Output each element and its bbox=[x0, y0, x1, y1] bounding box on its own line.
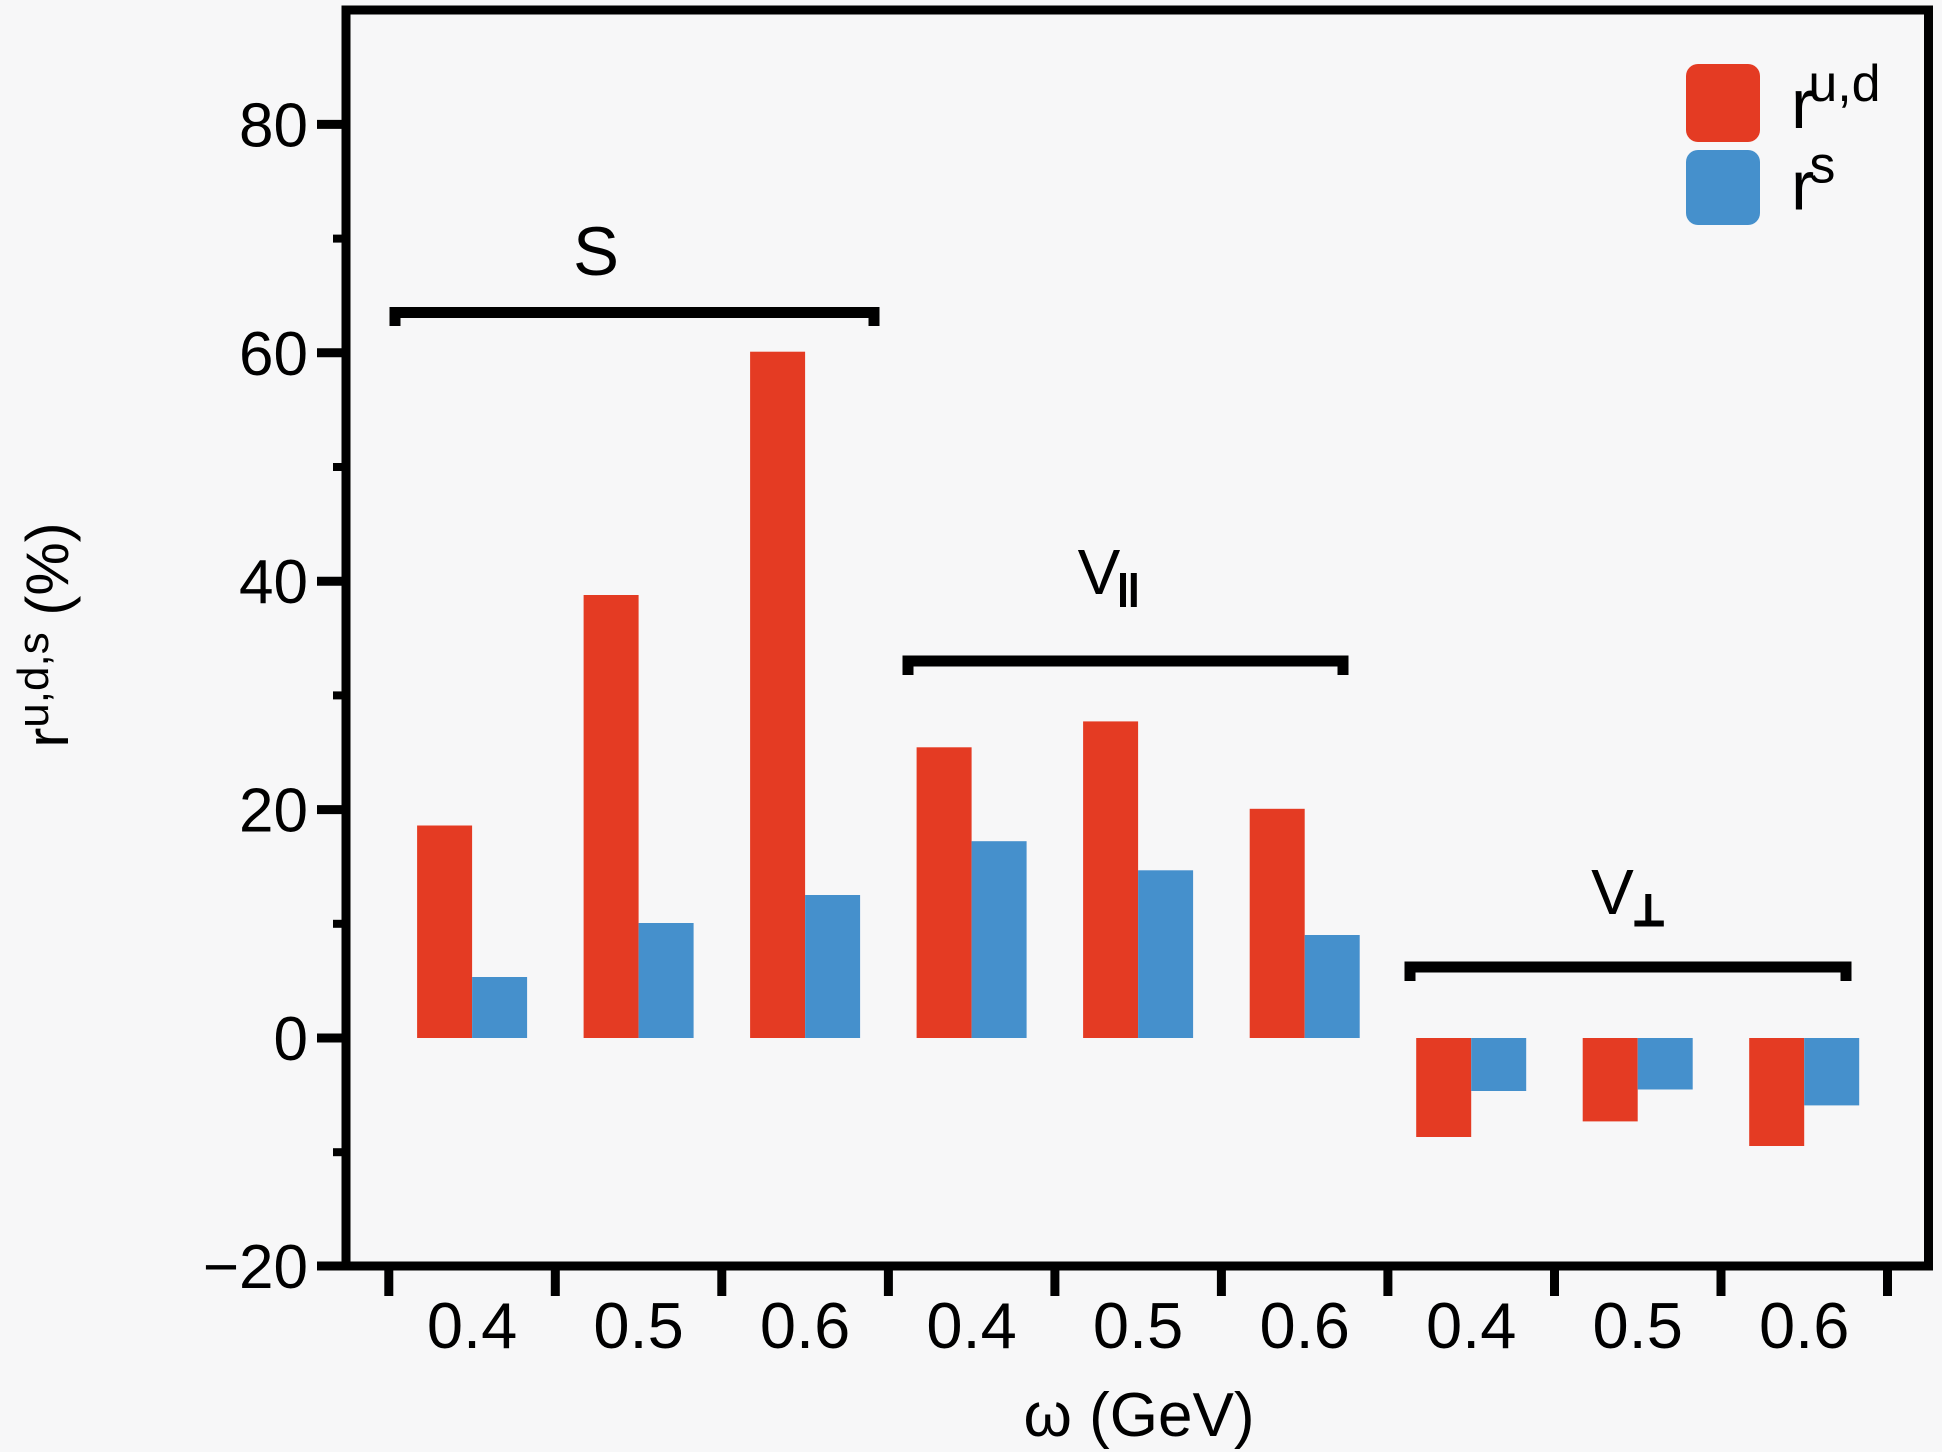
svg-text:0.6: 0.6 bbox=[1759, 1289, 1849, 1362]
svg-text:80: 80 bbox=[239, 91, 308, 160]
svg-text:0.5: 0.5 bbox=[1093, 1289, 1183, 1362]
svg-text:S: S bbox=[573, 213, 619, 290]
svg-text:0.5: 0.5 bbox=[593, 1289, 683, 1362]
svg-text:ru,d,s (%): ru,d,s (%) bbox=[9, 522, 81, 747]
svg-text:V: V bbox=[1078, 536, 1121, 608]
svg-text:0.4: 0.4 bbox=[1426, 1289, 1516, 1362]
svg-text:20: 20 bbox=[239, 777, 308, 846]
svg-text:0.6: 0.6 bbox=[1260, 1289, 1350, 1362]
svg-text:ω (GeV): ω (GeV) bbox=[1024, 1381, 1255, 1450]
svg-text:40: 40 bbox=[239, 548, 308, 617]
svg-text:0.4: 0.4 bbox=[926, 1289, 1016, 1362]
svg-text:0.5: 0.5 bbox=[1593, 1289, 1683, 1362]
svg-text:−20: −20 bbox=[203, 1233, 308, 1302]
svg-text:0.6: 0.6 bbox=[760, 1289, 850, 1362]
svg-text:0.4: 0.4 bbox=[427, 1289, 517, 1362]
svg-text:V: V bbox=[1591, 856, 1634, 928]
svg-text:60: 60 bbox=[239, 320, 308, 389]
svg-text:0: 0 bbox=[274, 1005, 308, 1074]
